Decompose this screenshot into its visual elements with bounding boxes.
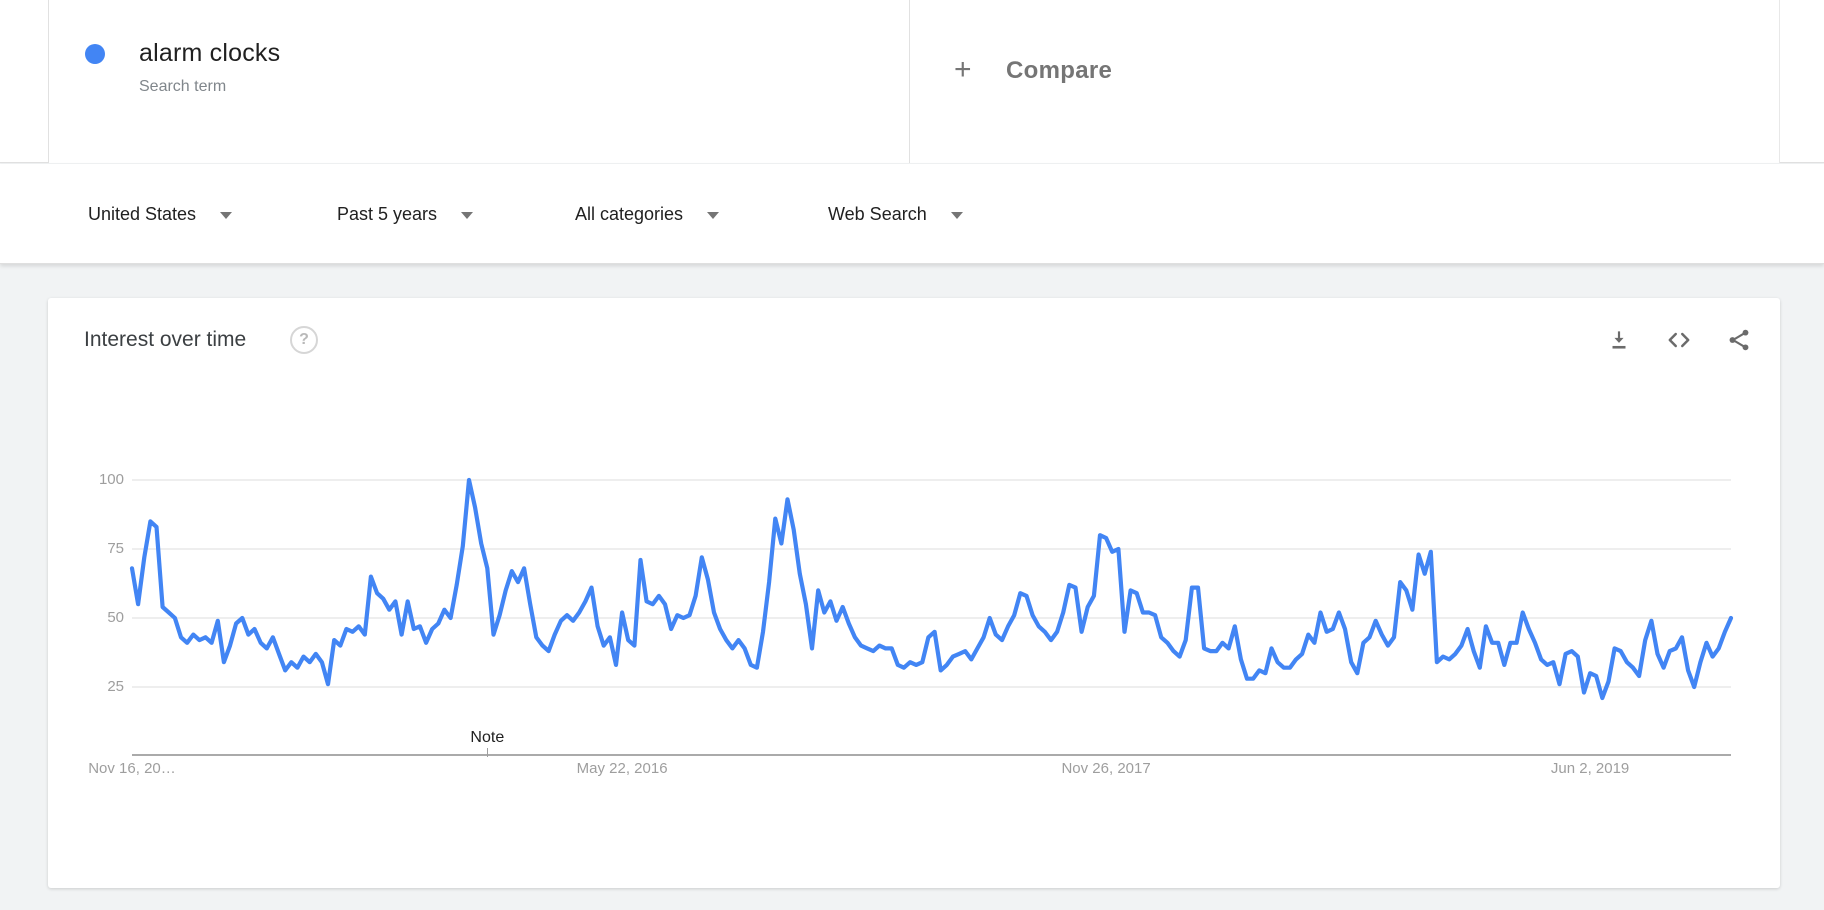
category-filter-label: All categories	[575, 203, 684, 224]
interest-over-time-card: Interest over time ?	[48, 298, 1780, 888]
search-type-filter-dropdown[interactable]: Web Search	[828, 164, 963, 264]
panel-title: Interest over time	[84, 328, 247, 351]
download-icon[interactable]	[1606, 327, 1632, 353]
chevron-down-icon	[220, 212, 233, 219]
y-tick-25: 25	[107, 678, 124, 695]
filter-bar: United States Past 5 years All categorie…	[0, 164, 1824, 264]
help-icon[interactable]: ?	[290, 326, 318, 354]
note-tick-mark	[487, 748, 489, 757]
trend-chart[interactable]	[48, 298, 1780, 888]
chevron-down-icon	[950, 212, 963, 219]
search-term-subtitle: Search term	[139, 78, 227, 95]
compare-label: Compare	[1006, 57, 1113, 84]
header-row: alarm clocks Search term + Compare	[0, 0, 1824, 163]
series-color-dot-icon	[85, 44, 105, 64]
trend-line	[129, 477, 1734, 701]
search-term-title: alarm clocks	[139, 39, 281, 67]
compare-add-button[interactable]: + Compare	[909, 0, 1780, 163]
x-tick-date-2: Nov 26, 2017	[1061, 760, 1151, 777]
geo-filter-dropdown[interactable]: United States	[88, 164, 233, 264]
chevron-down-icon	[707, 212, 720, 219]
x-tick-date-0: Nov 16, 20…	[88, 760, 176, 777]
category-filter-dropdown[interactable]: All categories	[575, 164, 720, 264]
time-filter-label: Past 5 years	[337, 203, 438, 224]
geo-filter-label: United States	[88, 203, 197, 224]
x-tick-date-3: Jun 2, 2019	[1550, 760, 1630, 777]
search-type-filter-label: Web Search	[828, 203, 927, 224]
y-tick-50: 50	[107, 609, 124, 626]
x-tick-date-1: May 22, 2016	[576, 760, 668, 777]
y-tick-100: 100	[98, 471, 124, 488]
plus-icon: +	[954, 53, 972, 86]
embed-icon[interactable]	[1666, 327, 1692, 353]
search-term-card[interactable]: alarm clocks Search term	[48, 0, 909, 163]
time-filter-dropdown[interactable]: Past 5 years	[337, 164, 474, 264]
y-tick-75: 75	[107, 540, 124, 557]
chevron-down-icon	[461, 212, 474, 219]
card-actions	[1606, 327, 1752, 353]
note-annotation[interactable]: Note	[470, 729, 505, 746]
share-icon[interactable]	[1726, 327, 1752, 353]
